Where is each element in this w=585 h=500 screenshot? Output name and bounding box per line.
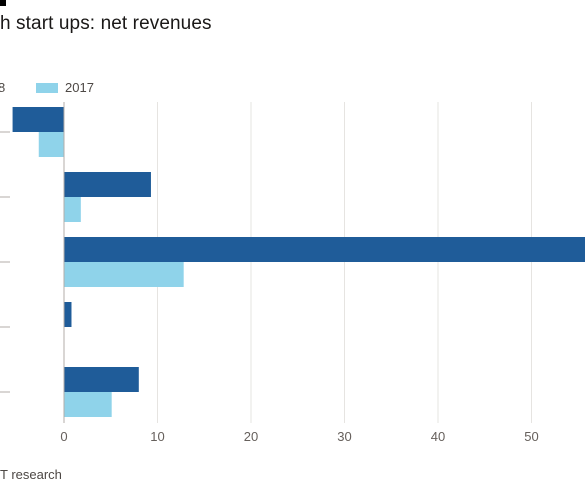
bar-2017-2 — [64, 262, 184, 287]
x-tick-label-30: 30 — [337, 429, 351, 444]
top-rule — [0, 0, 6, 6]
x-tick-label-20: 20 — [244, 429, 258, 444]
bar-2017-0 — [38, 132, 64, 157]
bar-8-0 — [12, 107, 64, 132]
x-tick-label-0: 0 — [60, 429, 67, 444]
bar-8-1 — [64, 172, 151, 197]
source-note: T research — [0, 467, 62, 482]
bar-2017-1 — [64, 197, 81, 222]
x-tick-label-50: 50 — [524, 429, 538, 444]
x-tick-label-40: 40 — [431, 429, 445, 444]
x-tick-label-10: 10 — [150, 429, 164, 444]
bar-2017-4 — [64, 392, 112, 417]
bar-8-3 — [64, 302, 72, 327]
bar-8-4 — [64, 367, 139, 392]
bar-8-2 — [64, 237, 585, 262]
legend-label-2018: 8 — [0, 80, 6, 95]
chart-title: h start ups: net revenues — [0, 13, 212, 34]
legend-label-2017: 2017 — [65, 80, 94, 95]
legend-swatch-2017 — [36, 83, 58, 93]
